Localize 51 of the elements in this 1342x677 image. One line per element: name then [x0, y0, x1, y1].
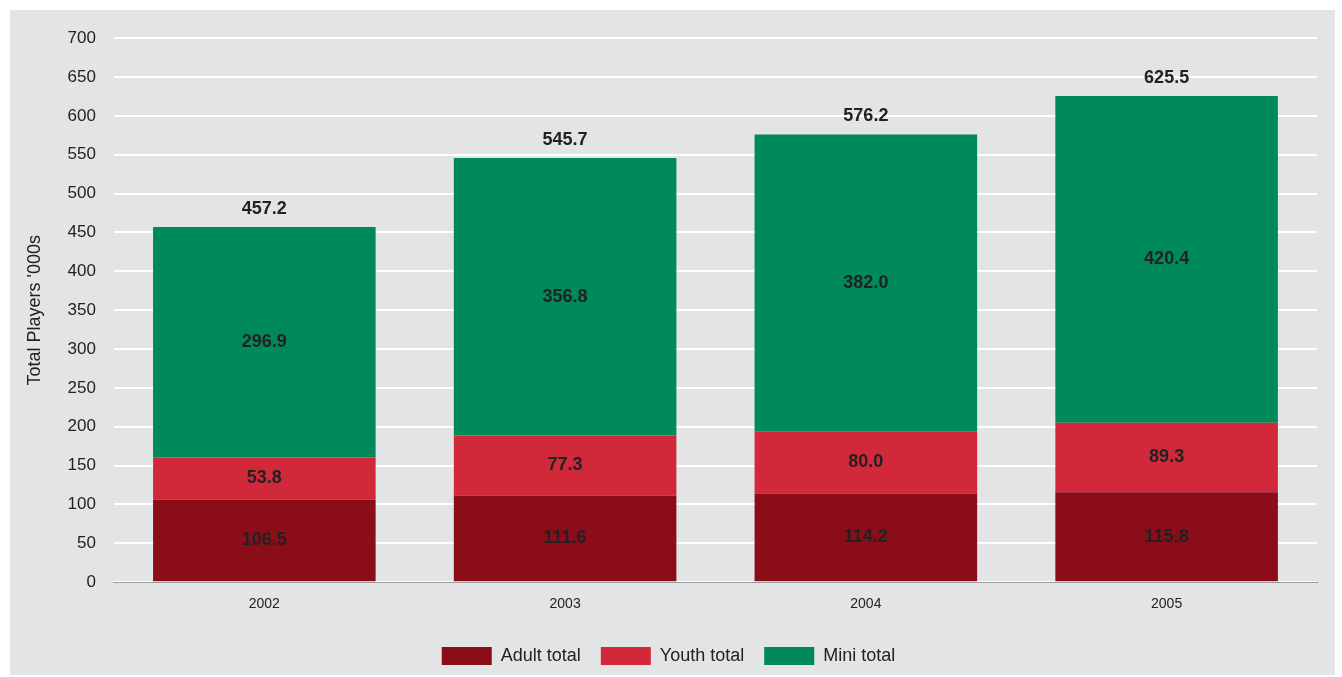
bar: [453, 158, 677, 436]
total-label: 625.5: [1144, 67, 1190, 88]
y-tick-label: 650: [67, 66, 96, 86]
legend-label: Adult total: [500, 644, 581, 665]
data-label: 77.3: [547, 454, 583, 475]
y-tick-label: 100: [67, 494, 96, 514]
y-tick-label: 0: [86, 571, 96, 591]
data-label: 89.3: [1149, 446, 1185, 467]
bar: [153, 499, 376, 582]
x-tick-label: 2004: [850, 595, 882, 612]
legend-label: Youth total: [659, 644, 745, 665]
data-label: 420.4: [1144, 248, 1190, 269]
data-label: 382.0: [843, 271, 889, 292]
total-label: 457.2: [241, 197, 287, 218]
bar: [1055, 96, 1278, 423]
y-tick-label: 250: [67, 377, 96, 397]
x-tick-label: 2005: [1151, 595, 1183, 612]
data-label: 111.6: [543, 527, 587, 548]
data-label: 356.8: [542, 285, 588, 306]
y-tick-label: 400: [67, 261, 96, 281]
legend-label: Mini total: [823, 644, 896, 665]
y-tick-label: 600: [67, 105, 96, 125]
y-tick-label: 450: [67, 222, 96, 242]
y-tick-label: 700: [67, 27, 96, 47]
total-label: 576.2: [843, 105, 889, 126]
x-tick-label: 2002: [248, 595, 281, 612]
y-tick-label: 200: [67, 416, 96, 436]
data-label: 53.8: [246, 467, 282, 488]
bar: [754, 134, 978, 432]
bar: [1055, 422, 1278, 493]
bar: [1055, 492, 1278, 582]
bar: [754, 431, 978, 494]
bar: [153, 226, 376, 458]
bar: [754, 493, 978, 582]
y-tick-label: 350: [67, 299, 96, 319]
y-tick-label: 300: [67, 338, 96, 358]
data-label: 114.2: [843, 526, 888, 547]
y-tick-label: 50: [77, 533, 96, 553]
y-tick-label: 550: [67, 144, 96, 164]
y-axis-title: Total Players '000s: [23, 234, 44, 386]
total-label: 545.7: [542, 129, 588, 150]
data-label: 106.5: [241, 529, 287, 550]
y-tick-label: 500: [67, 183, 96, 203]
data-label: 115.8: [1144, 525, 1189, 546]
bar: [153, 457, 376, 500]
bar: [453, 435, 677, 496]
bar: [453, 495, 677, 582]
data-label: 80.0: [848, 451, 884, 472]
data-label: 296.9: [241, 331, 287, 352]
y-tick-label: 150: [67, 455, 96, 475]
x-tick-label: 2003: [549, 595, 581, 612]
